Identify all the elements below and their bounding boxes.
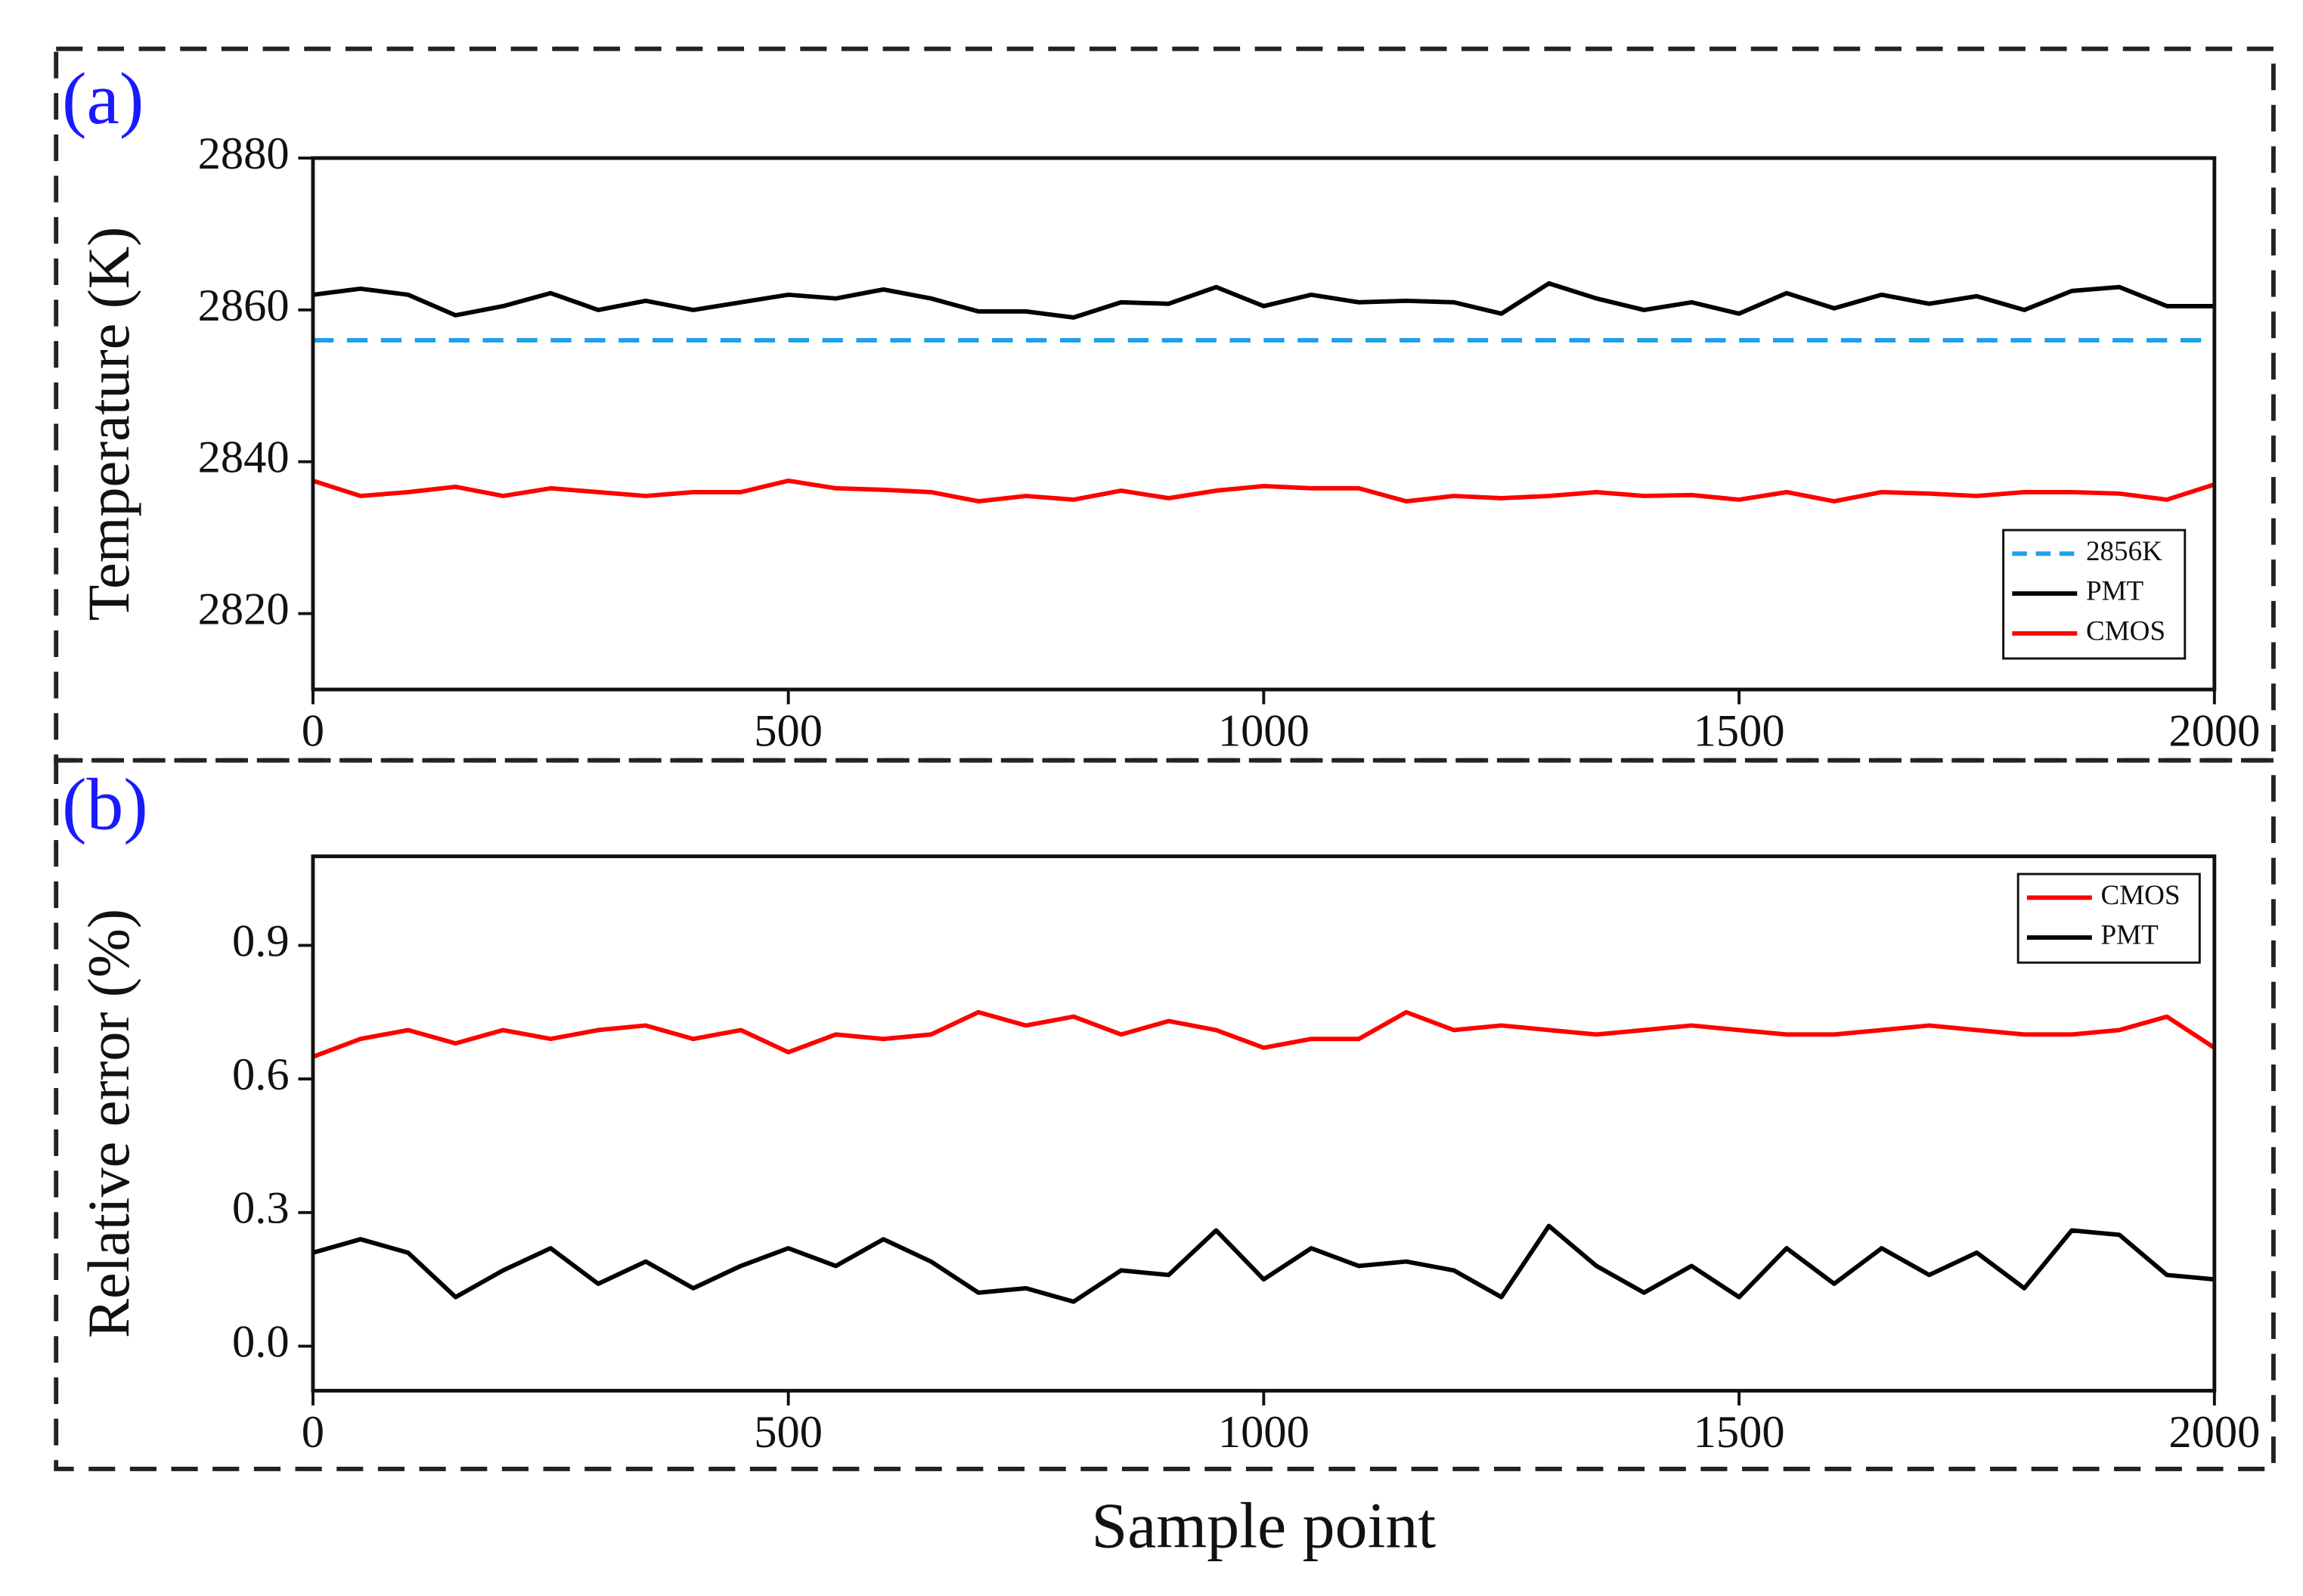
legend-label: CMOS bbox=[2100, 880, 2180, 911]
y-tick-label: 0.0 bbox=[232, 1316, 290, 1367]
x-tick-label: 1500 bbox=[1694, 705, 1785, 756]
x-tick-label: 500 bbox=[754, 1407, 823, 1458]
x-tick-label: 1000 bbox=[1218, 705, 1310, 756]
x-tick-label: 1500 bbox=[1694, 1407, 1785, 1458]
legend-label: 2856K bbox=[2086, 536, 2162, 567]
x-tick-label: 0 bbox=[302, 705, 324, 756]
x-tick-label: 2000 bbox=[2168, 1407, 2260, 1458]
y-tick-label: 2880 bbox=[198, 129, 290, 179]
y-tick-label: 0.9 bbox=[232, 916, 290, 966]
y-tick-label: 2860 bbox=[198, 280, 290, 331]
data-line bbox=[312, 478, 2215, 504]
legend-label: CMOS bbox=[2086, 615, 2165, 646]
y-axis-label: Temperature (K) bbox=[76, 227, 141, 621]
y-tick-label: 0.6 bbox=[232, 1049, 290, 1100]
panel-frame bbox=[54, 758, 2276, 1471]
plot-frame bbox=[311, 156, 2217, 692]
x-tick-label: 0 bbox=[302, 1407, 324, 1458]
plot-frame bbox=[311, 854, 2217, 1393]
y-tick-label: 2820 bbox=[198, 584, 290, 634]
y-tick-label: 0.3 bbox=[232, 1183, 290, 1234]
x-tick-label: 2000 bbox=[2168, 705, 2260, 756]
panel-label: (a) bbox=[62, 58, 144, 140]
legend-label: PMT bbox=[2086, 576, 2144, 607]
data-line bbox=[312, 280, 2215, 320]
x-tick-label: 500 bbox=[754, 705, 823, 756]
data-line bbox=[312, 1009, 2216, 1059]
legend-box bbox=[2016, 872, 2201, 964]
panel-label: (b) bbox=[62, 764, 148, 845]
x-axis-label: Sample point bbox=[1092, 1489, 1437, 1562]
panel-frame bbox=[54, 46, 2276, 763]
data-line bbox=[312, 1223, 2215, 1304]
y-tick-label: 2840 bbox=[198, 432, 290, 483]
x-tick-label: 1000 bbox=[1218, 1407, 1310, 1458]
legend-label: PMT bbox=[2100, 920, 2159, 951]
y-axis-label: Relative error (%) bbox=[76, 909, 141, 1338]
